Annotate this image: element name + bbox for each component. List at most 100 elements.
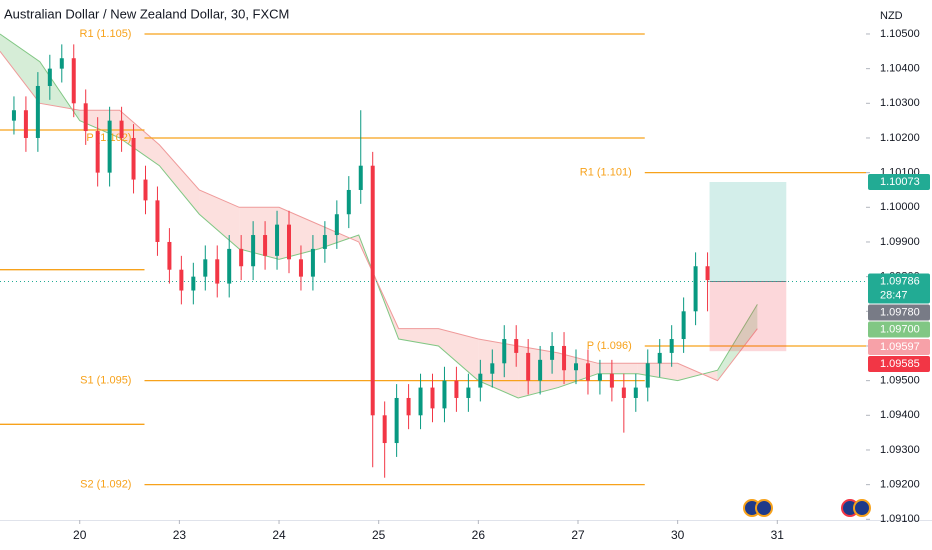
price-tag-label: 1.10073	[880, 176, 920, 188]
cloud-line	[0, 33, 758, 399]
pivot-label: S2 (1.092)	[80, 479, 131, 491]
y-tick-label: 1.10200	[880, 132, 920, 144]
candle-body	[693, 266, 698, 312]
chart-title: Australian Dollar / New Zealand Dollar, …	[4, 6, 289, 21]
candle-body	[155, 200, 160, 242]
price-tag	[868, 321, 930, 338]
axis-layer: 1.105001.104001.103001.102001.101001.100…	[73, 28, 930, 542]
candle-body	[107, 120, 112, 173]
price-tag-label: 1.09700	[880, 323, 920, 335]
candle-body	[681, 311, 686, 340]
cloud-segment	[119, 110, 160, 166]
y-tick-label: 1.09900	[880, 236, 920, 248]
candle-body	[502, 339, 507, 364]
x-tick-label: 20	[73, 528, 87, 542]
candle-body	[538, 359, 543, 381]
candle-body	[442, 380, 447, 409]
candle-body	[597, 373, 602, 381]
x-tick-label: 31	[771, 528, 785, 542]
pivot-label: R1 (1.101)	[580, 167, 632, 179]
y-tick-label: 1.10500	[880, 28, 920, 40]
candles-layer	[11, 44, 710, 478]
candle-body	[466, 387, 471, 398]
candle-body	[705, 266, 710, 281]
candle-body	[346, 189, 351, 215]
candle-body	[621, 387, 626, 398]
candle-body	[71, 58, 76, 104]
cloud-segment	[438, 328, 479, 381]
x-tick-label: 23	[173, 528, 187, 542]
candle-body	[334, 214, 339, 236]
levels-layer: R1 (1.105)P (1.102)S1 (1.095)S2 (1.092)R…	[0, 28, 866, 491]
price-tag-label: 1.09597	[880, 341, 920, 353]
price-tag-label: 1.09786	[880, 275, 920, 287]
x-tick-label: 26	[472, 528, 486, 542]
price-tag	[868, 174, 930, 190]
candle-body	[358, 165, 363, 190]
pivot-label: S1 (1.095)	[80, 375, 131, 387]
price-tag	[868, 304, 930, 321]
cloud-segment	[318, 224, 359, 249]
candle-body	[23, 110, 28, 138]
pivot-label: P (1.096)	[587, 340, 632, 352]
candle-body	[119, 120, 124, 138]
price-tag	[868, 339, 930, 356]
candle-body	[394, 397, 399, 444]
y-tick-label: 1.09300	[880, 444, 920, 456]
price-tag	[868, 273, 930, 304]
candle-body	[514, 339, 519, 353]
take-profit-zone	[709, 182, 787, 282]
candle-body	[227, 248, 232, 284]
countdown-label: 28:47	[880, 289, 908, 301]
candle-body	[669, 339, 674, 353]
candle-body	[609, 373, 614, 388]
y-tick-label: 1.09500	[880, 375, 920, 387]
cloud-segment	[478, 339, 519, 398]
candle-body	[657, 352, 662, 364]
event-icon[interactable]	[743, 499, 773, 517]
candle-body	[454, 380, 459, 398]
y-tick-label: 1.10300	[880, 97, 920, 109]
candle-body	[83, 103, 88, 132]
candle-body	[59, 58, 64, 69]
x-tick-label: 24	[272, 528, 286, 542]
candle-body	[131, 137, 136, 180]
candle-body	[406, 397, 411, 416]
cloud-segment	[159, 144, 200, 215]
candle-body	[478, 373, 483, 388]
candle-body	[191, 276, 196, 291]
candle-body	[215, 259, 220, 284]
candle-body	[550, 345, 555, 360]
candle-body	[633, 387, 638, 398]
price-tag	[868, 356, 930, 373]
candle-body	[322, 235, 327, 249]
stop-loss-zone	[709, 281, 787, 352]
candle-body	[382, 415, 387, 444]
cloud-segment	[597, 363, 638, 374]
candle-body	[47, 68, 52, 86]
event-icon[interactable]	[841, 499, 871, 517]
currency-label: NZD	[880, 10, 903, 22]
candle-body	[95, 131, 100, 173]
candle-body	[11, 110, 16, 121]
cloud-segment	[717, 304, 758, 381]
candle-body	[179, 269, 184, 291]
candle-body	[298, 259, 303, 277]
x-tick-label: 25	[372, 528, 386, 542]
candle-body	[275, 224, 280, 256]
cloud-segment	[199, 189, 240, 249]
candle-body	[490, 363, 495, 374]
cloud-segment	[398, 328, 439, 346]
candle-body	[370, 165, 375, 416]
y-tick-label: 1.10000	[880, 201, 920, 213]
candle-body	[263, 235, 268, 256]
candle-body	[585, 363, 590, 381]
x-tick-label: 27	[571, 528, 585, 542]
candle-body	[645, 363, 650, 388]
cloud-segment	[0, 33, 40, 104]
candle-body	[562, 345, 567, 371]
candle-body	[203, 259, 208, 277]
x-tick-label: 30	[671, 528, 685, 542]
price-tag-label: 1.09780	[880, 306, 920, 318]
